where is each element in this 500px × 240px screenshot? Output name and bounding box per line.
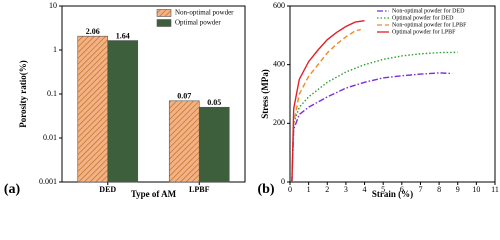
y-tick-label: 0 [281,177,285,186]
x-tick-label: 6 [400,185,404,194]
legend-label: Optimal powder for DED [392,14,454,21]
legend-swatch [156,9,172,17]
panel-label: (b) [257,182,274,197]
y-tick-label: 0.1 [47,89,57,98]
bar [168,100,200,183]
x-tick-label: 1 [307,185,311,194]
x-tick-label: DED [99,185,116,194]
bar [198,106,230,183]
legend-label: Non-optimal powder for LPBF [392,21,467,28]
value-label: 0.05 [207,98,221,107]
x-tick-label: 7 [418,185,422,194]
y-tick-label: 600 [273,1,285,10]
x-tick-label: 2 [325,185,329,194]
x-tick-label: 5 [381,185,385,194]
legend-swatch [156,19,172,27]
y-tick-label: 10 [49,1,57,10]
x-tick-label: 9 [456,185,460,194]
legend-label: Non-optimal powder [175,9,234,17]
legend-label: Optimal powder [175,19,221,27]
x-tick-label: 8 [437,185,441,194]
x-tick-label: 4 [363,185,367,194]
y-tick-label: 200 [273,118,285,127]
y-tick-label: 1 [53,45,57,54]
legend-label: Non-optimal powder for DED [392,7,465,14]
y-axis-label: Stress (MPa) [260,69,270,119]
x-tick-label: 11 [491,185,499,194]
y-tick-label: 0.001 [39,177,57,186]
x-axis-label: Type of AM [131,189,177,199]
line-series [291,28,361,183]
x-tick-label: 10 [472,185,480,194]
plot-frame [289,5,496,183]
panel-label: (a) [4,182,21,197]
bar [77,35,109,183]
line-series [291,51,458,183]
y-axis-label: Porosity ratio(%) [18,60,28,128]
value-label: 2.06 [86,27,100,36]
y-tick-label: 400 [273,59,285,68]
x-tick-label: LPBF [189,185,210,194]
x-tick-label: 3 [344,185,348,194]
line-series [291,72,453,183]
x-tick-label: 0 [288,185,292,194]
y-tick-label: 0.01 [43,133,57,142]
bar [107,40,139,183]
value-label: 1.64 [116,31,130,40]
legend-label: Optimal powder for LPBF [392,28,456,35]
value-label: 0.07 [177,92,191,101]
x-axis-label: Strain (%) [372,189,413,199]
line-series [291,20,365,183]
